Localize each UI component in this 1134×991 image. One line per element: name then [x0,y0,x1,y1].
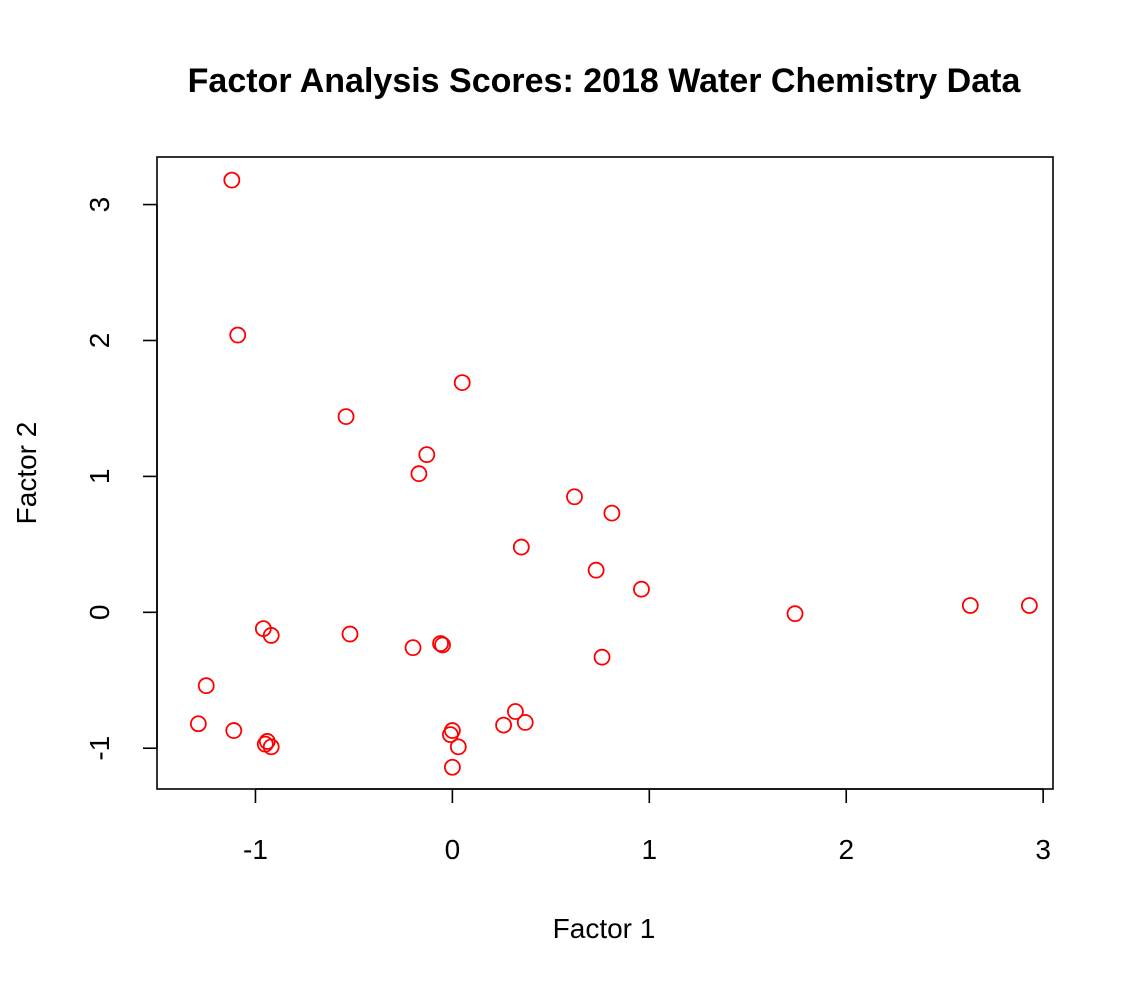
x-tick-label: 2 [838,834,854,865]
data-point [961,597,979,614]
data-point [262,738,280,756]
data-point [404,639,422,657]
data-point [418,446,436,464]
data-point [633,580,650,598]
x-tick-label: 1 [642,834,658,865]
data-point [507,703,524,720]
data-point [786,605,804,623]
data-point [225,722,243,739]
data-point [453,374,471,392]
data-point [443,758,461,776]
data-point [197,677,215,695]
y-tick-label: 2 [84,333,115,349]
data-point [566,488,583,506]
data-point [593,648,611,666]
y-tick-label: 1 [84,469,115,485]
data-point [434,636,451,654]
data-point [432,635,449,652]
data-point [449,738,467,756]
data-point [603,504,621,522]
y-tick-label: 3 [84,197,115,213]
data-point [495,716,512,734]
plot-frame [156,156,1054,790]
x-axis: -1 0 1 2 3 [243,788,1051,865]
y-axis: -1 0 1 2 3 [84,197,158,761]
x-axis-label: Factor 1 [553,913,656,944]
y-axis-label: Factor 2 [11,422,42,525]
data-point [223,171,241,189]
data-point [258,733,276,750]
data-point [189,715,207,733]
x-tick-label: 0 [445,834,461,865]
x-tick-label: -1 [243,834,268,865]
data-point [442,726,459,744]
data-point [587,561,605,579]
data-point [341,625,359,643]
y-tick-label: -1 [84,736,115,761]
data-point [337,408,355,425]
data-point [512,538,530,556]
data-point [516,714,534,731]
data-point [262,627,280,644]
data-point [410,465,428,483]
data-point [229,326,247,344]
x-tick-label: 3 [1035,834,1051,865]
data-point [1020,597,1038,614]
y-tick-label: 0 [84,605,115,621]
chart-title: Factor Analysis Scores: 2018 Water Chemi… [188,62,1022,100]
data-points [189,171,1038,776]
